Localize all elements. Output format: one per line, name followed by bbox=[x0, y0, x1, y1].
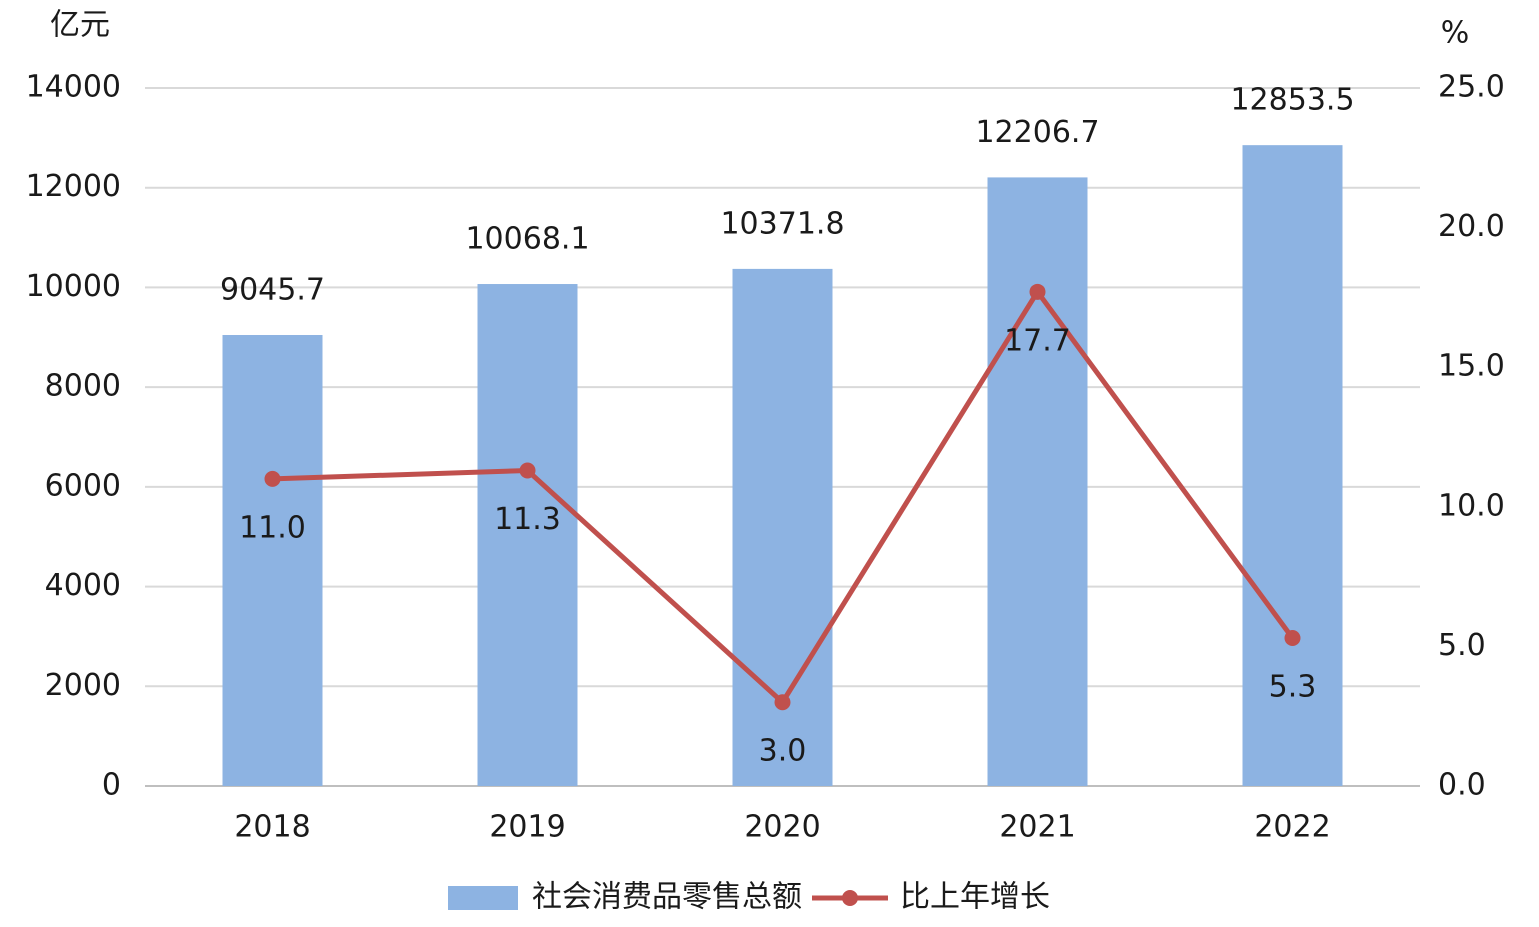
line-value-label: 17.7 bbox=[1004, 323, 1071, 358]
bar-value-label: 10371.8 bbox=[720, 206, 844, 241]
line-value-label: 3.0 bbox=[759, 734, 807, 769]
y-tick-label: 0 bbox=[102, 768, 121, 803]
y2-tick-label: 20.0 bbox=[1438, 209, 1505, 244]
bar-value-label: 9045.7 bbox=[220, 273, 325, 308]
y-axis-label: 亿元 bbox=[50, 8, 110, 43]
x-tick-label: 2019 bbox=[489, 810, 565, 845]
y-tick-label: 10000 bbox=[26, 269, 121, 304]
y-tick-label: 2000 bbox=[45, 668, 121, 703]
y2-axis-label: % bbox=[1441, 16, 1470, 51]
y2-tick-label: 5.0 bbox=[1438, 628, 1486, 663]
y2-tick-label: 15.0 bbox=[1438, 349, 1505, 384]
line-marker bbox=[774, 694, 791, 711]
x-tick-label: 2022 bbox=[1254, 810, 1330, 845]
legend-label: 社会消费品零售总额 bbox=[532, 880, 802, 915]
x-tick-label: 2018 bbox=[234, 810, 310, 845]
line-value-label: 11.3 bbox=[494, 502, 561, 537]
line-marker bbox=[1284, 630, 1301, 647]
bar bbox=[477, 284, 578, 786]
y2-tick-label: 0.0 bbox=[1438, 768, 1486, 803]
y-tick-label: 12000 bbox=[26, 169, 121, 204]
x-tick-label: 2021 bbox=[999, 810, 1075, 845]
y2-tick-label: 25.0 bbox=[1438, 70, 1505, 105]
bar-value-label: 10068.1 bbox=[465, 222, 589, 257]
bar-value-label: 12853.5 bbox=[1230, 83, 1354, 118]
line-marker bbox=[264, 470, 281, 487]
bar bbox=[1242, 145, 1343, 787]
y-tick-label: 4000 bbox=[45, 568, 121, 603]
legend-label: 比上年增长 bbox=[900, 880, 1050, 915]
y2-tick-label: 10.0 bbox=[1438, 488, 1505, 523]
legend-marker bbox=[842, 890, 858, 906]
bar bbox=[987, 177, 1088, 786]
bar-value-label: 12206.7 bbox=[975, 115, 1099, 150]
line-value-label: 11.0 bbox=[239, 510, 306, 545]
x-tick-label: 2020 bbox=[744, 810, 820, 845]
y-tick-label: 8000 bbox=[45, 369, 121, 404]
line-marker bbox=[1029, 283, 1046, 300]
line-value-label: 5.3 bbox=[1269, 670, 1317, 705]
line-marker bbox=[519, 462, 536, 479]
y-tick-label: 6000 bbox=[45, 468, 121, 503]
bar bbox=[222, 335, 323, 786]
y-tick-label: 14000 bbox=[26, 70, 121, 105]
legend-swatch bbox=[448, 886, 518, 910]
